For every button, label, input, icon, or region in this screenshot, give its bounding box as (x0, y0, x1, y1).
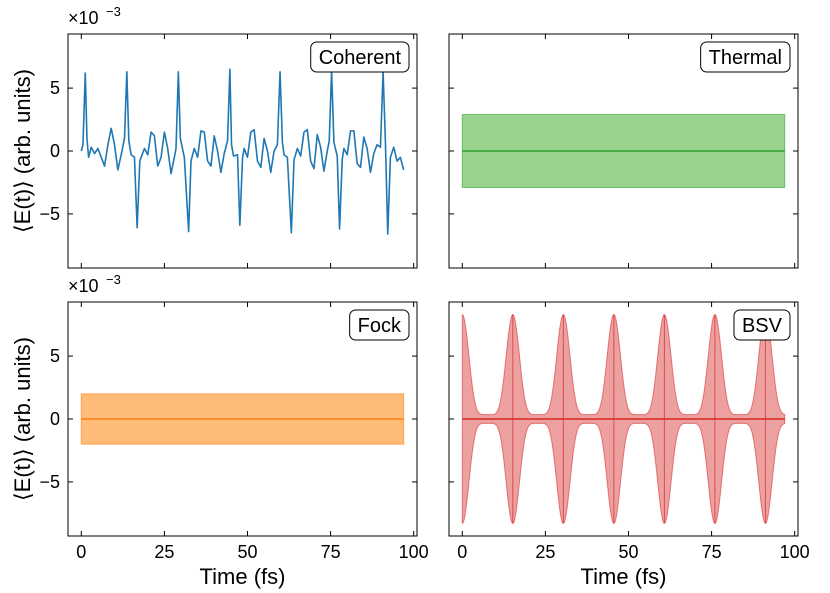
coherent-y-tick-label: 5 (50, 78, 60, 98)
thermal-plot-area (461, 114, 786, 188)
bsv-x-tick-label: 25 (535, 542, 555, 562)
bsv-legend-box (733, 309, 791, 341)
thermal-legend-label: Thermal (709, 47, 782, 69)
fock-x-tick-label: 75 (321, 542, 341, 562)
fock-y-axis-label: ⟨E(t)⟩ (arb. units) (10, 337, 35, 501)
thermal-legend: Thermal (700, 41, 791, 73)
fock-legend-label: Fock (358, 315, 402, 337)
coherent-legend-box (310, 41, 410, 73)
coherent-y-scale-label: ×10 (68, 8, 99, 28)
coherent-series-line (80, 68, 405, 235)
coherent-plot-area (80, 68, 405, 235)
coherent-y-tick-label: 0 (50, 141, 60, 161)
fock-x-tick-label: 100 (399, 542, 429, 562)
fock-x-tick-label: 50 (237, 542, 257, 562)
fock-x-tick-label: 25 (154, 542, 174, 562)
fock-y-tick-label: 0 (50, 409, 60, 429)
fock-panel: 50−5×10 −3⟨E(t)⟩ (arb. units)0 25 50 75 100Ti… (10, 272, 429, 589)
coherent-panel: 5 0 −5 ×10 −3 ⟨E(t)⟩ (arb. units) Coherent (10, 4, 418, 269)
bsv-x-tick-label: 75 (702, 542, 722, 562)
coherent-legend: Coherent (310, 41, 410, 73)
fock-x-axis-label: Time (fs) (200, 564, 286, 589)
coherent-legend-label: Coherent (319, 47, 402, 69)
coherent-y-tick-label: −5 (39, 204, 60, 224)
bsv-x-tick-label: 0 (457, 542, 467, 562)
coherent-y-scale-exponent: −3 (106, 4, 121, 19)
bsv-legend: BSV (733, 309, 791, 341)
bsv-legend-label: BSV (742, 315, 783, 337)
fock-x-tick-label: 0 (76, 542, 86, 562)
fock-y-tick-label: −5 (39, 472, 60, 492)
bsv-plot-area (461, 313, 786, 525)
fock-y-scale-label: ×10 (68, 276, 99, 296)
bsv-x-axis-label: Time (fs) (581, 564, 667, 589)
thermal-legend-box (700, 41, 791, 73)
bsv-x-tick-label: 100 (780, 542, 810, 562)
fock-y-tick-label: 5 (50, 346, 60, 366)
bsv-x-tick-label: 50 (618, 542, 638, 562)
fock-y-scale-exponent: −3 (106, 272, 121, 287)
coherent-y-axis-label: ⟨E(t)⟩ (arb. units) (10, 69, 35, 233)
fock-legend: Fock (349, 309, 410, 341)
bsv-panel: 0 25 50 75 100 Time (fs) BSV (448, 301, 810, 589)
thermal-panel: Thermal (448, 33, 799, 269)
fock-legend-box (349, 309, 410, 341)
fock-plot-area (80, 393, 405, 445)
